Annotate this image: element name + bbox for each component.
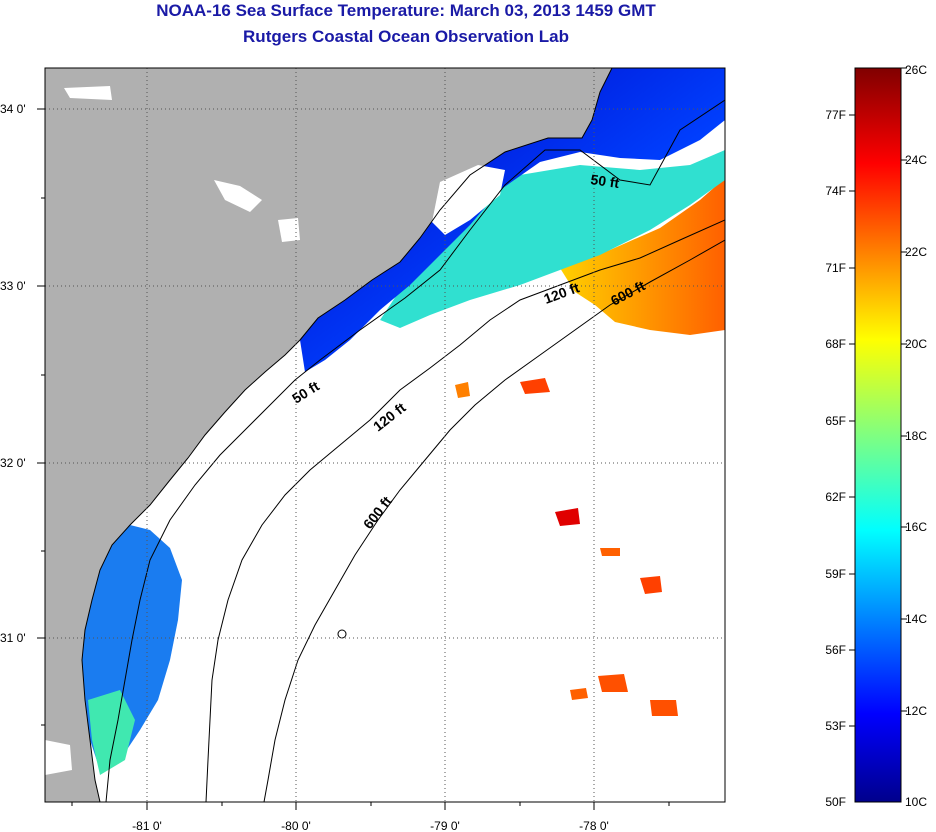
colorbar-fahrenheit-label: 74F <box>825 184 846 198</box>
land-gap <box>214 180 262 212</box>
isobath-600ft <box>263 239 725 802</box>
colorbar-celsius-label: 22C <box>905 245 927 259</box>
warm-pixel-cluster <box>640 576 662 594</box>
warm-pixel-cluster <box>598 674 628 692</box>
land-gap <box>64 86 112 100</box>
grid <box>45 68 725 802</box>
colorbar-fahrenheit-label: 53F <box>825 719 846 733</box>
warm-pixel-cluster <box>650 700 678 716</box>
latitude-label: 31 0' <box>0 631 26 645</box>
cold-water-region <box>300 68 725 372</box>
longitude-label: -81 0' <box>132 819 162 832</box>
land-mass <box>45 68 612 802</box>
land-gap <box>45 740 72 775</box>
warm-pixel-cluster <box>455 382 470 398</box>
colorbar-celsius-label: 24C <box>905 153 927 167</box>
colorbar-celsius-label: 14C <box>905 612 927 626</box>
latitude-label: 32 0' <box>0 456 26 470</box>
coastline <box>81 68 613 802</box>
warm-pixel-cluster <box>600 548 620 556</box>
colorbar-fahrenheit-label: 77F <box>825 108 846 122</box>
colorbar-celsius-label: 16C <box>905 520 927 534</box>
colorbar-celsius-label: 20C <box>905 337 927 351</box>
colorbar-fahrenheit-label: 56F <box>825 643 846 657</box>
map-subtitle: Rutgers Coastal Ocean Observation Lab <box>243 27 569 46</box>
colorbar-fahrenheit-label: 50F <box>825 795 846 809</box>
contour-label-50ft: 50 ft <box>590 171 621 191</box>
isobath-120ft <box>205 219 725 802</box>
colorbar <box>854 67 902 803</box>
longitude-label: -80 0' <box>281 819 311 832</box>
latitude-label: 34 0' <box>0 102 26 116</box>
warm-pixel-cluster <box>555 508 580 526</box>
warm-pixel-cluster <box>520 378 550 394</box>
land-gap <box>278 218 300 242</box>
colorbar-ticks <box>849 67 907 727</box>
colorbar-fahrenheit-label: 65F <box>825 414 846 428</box>
cool-water-region <box>88 690 135 775</box>
map-frame <box>44 67 726 803</box>
map-title: NOAA-16 Sea Surface Temperature: March 0… <box>156 1 656 20</box>
latitude-label: 33 0' <box>0 279 26 293</box>
longitude-label: -79 0' <box>430 819 460 832</box>
cloud-gap <box>432 165 505 235</box>
major-ticks <box>37 108 595 810</box>
colorbar-celsius-label: 26C <box>905 63 927 77</box>
colorbar-celsius-label: 18C <box>905 429 927 443</box>
minor-ticks <box>41 197 670 806</box>
colorbar-fahrenheit-label: 62F <box>825 490 846 504</box>
colorbar-fahrenheit-label: 59F <box>825 567 846 581</box>
warm-pixel-cluster <box>570 688 588 700</box>
colorbar-fahrenheit-label: 71F <box>825 261 846 275</box>
isobath-50ft <box>105 99 725 802</box>
colorbar-celsius-label: 10C <box>905 795 927 809</box>
colorbar-fahrenheit-label: 68F <box>825 337 846 351</box>
colorbar-celsius-label: 12C <box>905 704 927 718</box>
longitude-label: -78 0' <box>579 819 609 832</box>
cool-water-region <box>380 150 725 328</box>
